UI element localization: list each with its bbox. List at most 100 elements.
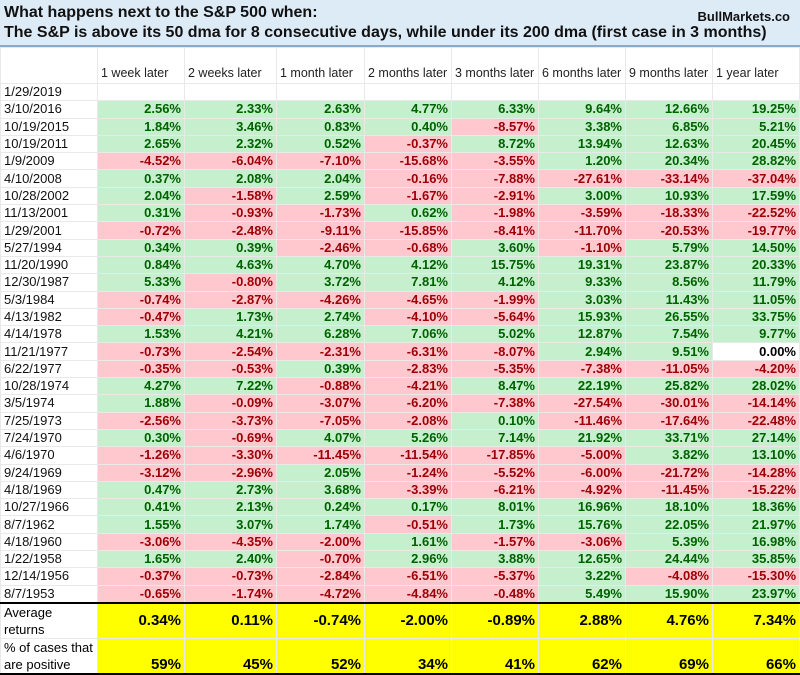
return-cell: 28.82% (712, 152, 800, 171)
date-cell: 11/13/2001 (0, 204, 98, 223)
table-row: 1/9/2009 -4.52% -6.04% -7.10% -15.68% -3.55% 1… (0, 152, 800, 171)
return-cell: 11.05% (712, 290, 800, 309)
return-cell: -6.51% (364, 567, 452, 586)
date-cell: 7/25/1973 (0, 411, 98, 430)
return-cell: -21.72% (625, 463, 713, 482)
return-cell: 2.96% (364, 550, 452, 569)
return-cell: -4.26% (276, 290, 365, 309)
return-cell: -7.38% (451, 394, 539, 413)
return-cell: 9.33% (538, 273, 626, 292)
return-cell: -5.35% (451, 359, 539, 379)
return-cell: 20.34% (625, 152, 713, 171)
return-cell: 0.24% (276, 498, 365, 517)
column-header: 1 week later (97, 47, 185, 84)
table-row: 8/7/1953 -0.65% -1.74% -4.72% -4.84% -0.48% 5.… (0, 584, 800, 604)
return-cell: 20.33% (712, 255, 800, 275)
return-cell: -4.35% (184, 532, 277, 552)
return-cell: 23.97% (712, 584, 800, 604)
return-cell: 11.43% (625, 290, 713, 309)
return-cell: 2.33% (184, 100, 277, 119)
return-cell: 6.85% (625, 117, 713, 136)
brand-label: BullMarkets.co (697, 9, 790, 24)
date-cell: 9/24/1969 (0, 463, 98, 482)
return-cell: -6.04% (184, 152, 277, 171)
return-cell: -0.16% (364, 169, 452, 188)
table-row: 5/27/1994 0.34% 0.39% -2.46% -0.68% 3.60% -1.1… (0, 238, 800, 257)
average-return-cell: 7.34% (712, 601, 800, 639)
return-cell: 21.92% (538, 428, 626, 448)
return-cell: 0.47% (97, 480, 185, 500)
return-cell: -0.73% (184, 567, 277, 586)
return-cell: 4.12% (364, 255, 452, 275)
return-cell: 16.96% (538, 498, 626, 517)
return-cell: 26.55% (625, 307, 713, 327)
return-cell: 0.39% (184, 238, 277, 257)
return-cell: 22.19% (538, 377, 626, 396)
table-row: 1/22/1958 1.65% 2.40% -0.70% 2.96% 3.88% 12.65… (0, 550, 800, 569)
return-cell: 3.03% (538, 290, 626, 309)
return-cell: 4.77% (364, 100, 452, 119)
return-cell: 7.06% (364, 325, 452, 344)
return-cell: 33.75% (712, 307, 800, 327)
return-cell: 0.39% (276, 359, 365, 379)
average-returns-row: Average returns 0.34% 0.11% -0.74% -2.00% -0.… (0, 601, 800, 639)
date-cell: 4/13/1982 (0, 307, 98, 327)
table-row: 10/28/1974 4.27% 7.22% -0.88% -4.21% 8.47% 22.… (0, 377, 800, 396)
return-cell: 15.90% (625, 584, 713, 604)
table-row: 11/13/2001 0.31% -0.93% -1.73% 0.62% -1.98% -3… (0, 204, 800, 223)
return-cell: -3.73% (184, 411, 277, 430)
return-cell: -0.48% (451, 584, 539, 604)
return-cell: -4.21% (364, 377, 452, 396)
return-cell: -11.46% (538, 411, 626, 430)
return-cell: 19.25% (712, 100, 800, 119)
return-cell: 8.72% (451, 134, 539, 154)
return-cell: 3.60% (451, 238, 539, 257)
returns-table: 1 week later 2 weeks later 1 month later 2 … (0, 47, 800, 675)
return-cell: -37.04% (712, 169, 800, 188)
return-cell: -5.52% (451, 463, 539, 482)
return-cell (625, 82, 713, 102)
return-cell: -7.88% (451, 169, 539, 188)
return-cell: 3.00% (538, 186, 626, 206)
return-cell: -14.14% (712, 394, 800, 413)
return-cell: -0.53% (184, 359, 277, 379)
return-cell: 7.14% (451, 428, 539, 448)
return-cell: 7.54% (625, 325, 713, 344)
table-row: 3/5/1974 1.88% -0.09% -3.07% -6.20% -7.38% -27… (0, 394, 800, 413)
return-cell: 5.49% (538, 584, 626, 604)
return-cell: 2.13% (184, 498, 277, 517)
return-cell: 0.10% (451, 411, 539, 430)
date-cell: 4/18/1960 (0, 532, 98, 552)
return-cell: 27.14% (712, 428, 800, 448)
return-cell: 23.87% (625, 255, 713, 275)
return-cell: 16.98% (712, 532, 800, 552)
date-cell: 10/28/1974 (0, 377, 98, 396)
return-cell: -2.84% (276, 567, 365, 586)
return-cell: 2.04% (276, 169, 365, 188)
return-cell: 0.84% (97, 255, 185, 275)
return-cell: 14.50% (712, 238, 800, 257)
date-cell: 8/7/1953 (0, 584, 98, 604)
return-cell: -2.00% (276, 532, 365, 552)
return-cell: -5.00% (538, 446, 626, 465)
return-cell: -2.91% (451, 186, 539, 206)
return-cell: -1.26% (97, 446, 185, 465)
table-row: 10/19/2015 1.84% 3.46% 0.83% 0.40% -8.57% 3.38… (0, 117, 800, 136)
return-cell: -8.41% (451, 221, 539, 240)
return-cell: -4.92% (538, 480, 626, 500)
return-cell: 4.27% (97, 377, 185, 396)
return-cell: -11.45% (276, 446, 365, 465)
return-cell: -11.05% (625, 359, 713, 379)
return-cell: 5.26% (364, 428, 452, 448)
table-row: 4/18/1960 -3.06% -4.35% -2.00% 1.61% -1.57% -3… (0, 532, 800, 552)
return-cell: 5.02% (451, 325, 539, 344)
date-cell: 10/19/2015 (0, 117, 98, 136)
return-cell: 0.17% (364, 498, 452, 517)
return-cell: 1.88% (97, 394, 185, 413)
return-cell: 8.56% (625, 273, 713, 292)
return-cell: -0.73% (97, 342, 185, 361)
return-cell: -0.51% (364, 515, 452, 534)
column-header: 2 weeks later (184, 47, 277, 84)
date-cell: 4/18/1969 (0, 480, 98, 500)
table-row: 1/29/2019 (0, 82, 800, 102)
